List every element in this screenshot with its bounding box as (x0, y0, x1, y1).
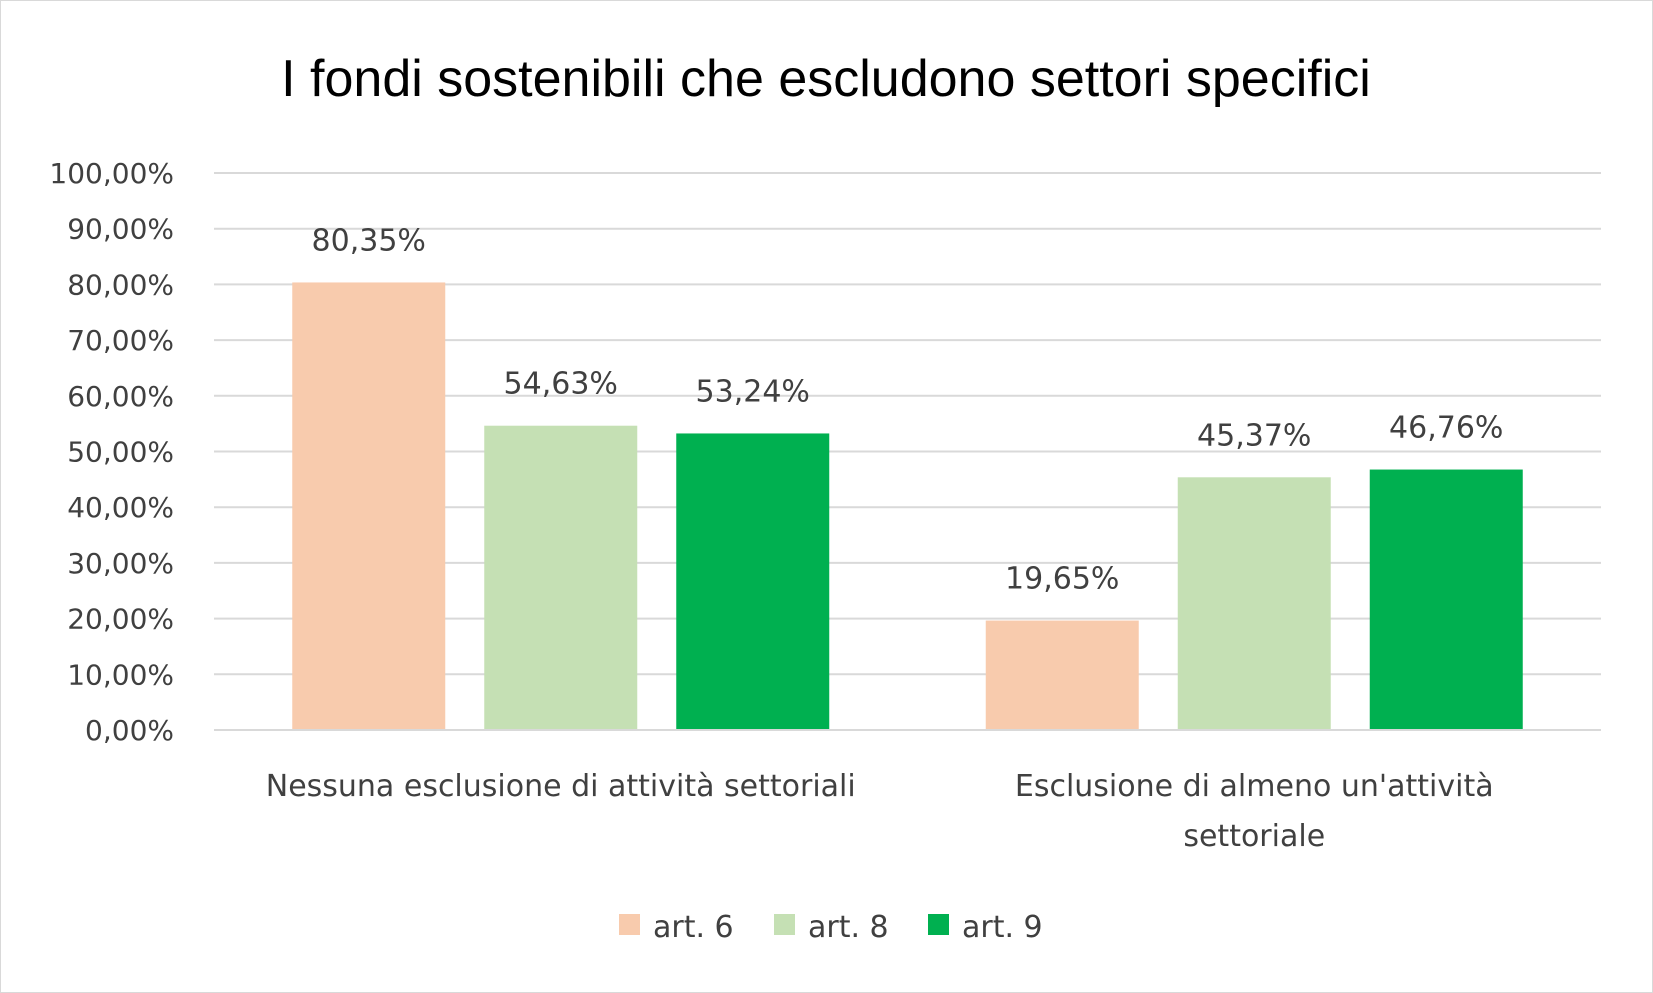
legend: art. 6 art. 8 art. 9 (619, 910, 1043, 945)
data-labels: 80,35% 54,63% 53,24% 19,65% 45,37% 46,76% (312, 223, 1504, 596)
legend-swatch (774, 914, 795, 935)
x-category-label: Esclusione di almeno un'attività (1015, 769, 1494, 804)
y-tick-label: 50,00% (67, 436, 174, 469)
y-tick-label: 0,00% (85, 714, 174, 747)
data-label: 45,37% (1197, 418, 1311, 453)
legend-swatch (619, 914, 640, 935)
bar-art-9 (676, 433, 830, 730)
legend-swatch (928, 914, 949, 935)
y-tick-label: 80,00% (67, 268, 174, 301)
y-tick-label: 60,00% (67, 380, 174, 413)
y-tick-label: 90,00% (67, 213, 174, 246)
y-tick-label: 30,00% (67, 547, 174, 580)
legend-label: art. 6 (653, 910, 734, 945)
data-label: 19,65% (1005, 562, 1119, 597)
y-tick-label: 40,00% (67, 491, 174, 524)
chart-title: I fondi sostenibili che escludono settor… (281, 50, 1371, 108)
bars (292, 282, 1523, 730)
bar-art-9 (1369, 469, 1523, 730)
y-axis: 0,00% 10,00% 20,00% 30,00% 40,00% 50,00% 60,00… (49, 157, 174, 747)
x-axis: Nessuna esclusione di attività settorial… (214, 729, 1601, 854)
bar-art-6 (985, 620, 1139, 730)
data-label: 53,24% (696, 374, 810, 409)
y-tick-label: 20,00% (67, 603, 174, 636)
data-label: 54,63% (504, 367, 618, 402)
data-label: 80,35% (312, 223, 426, 258)
bar-art-8 (484, 425, 638, 730)
data-label: 46,76% (1389, 411, 1503, 446)
x-category-label: Nessuna esclusione di attività settorial… (266, 769, 856, 804)
legend-label: art. 9 (962, 910, 1043, 945)
x-category-label: settoriale (1183, 819, 1325, 854)
y-tick-label: 10,00% (67, 658, 174, 691)
bar-art-6 (292, 282, 446, 730)
legend-label: art. 8 (808, 910, 889, 945)
y-tick-label: 100,00% (49, 157, 174, 190)
bar-art-8 (1177, 477, 1331, 730)
y-tick-label: 70,00% (67, 324, 174, 357)
